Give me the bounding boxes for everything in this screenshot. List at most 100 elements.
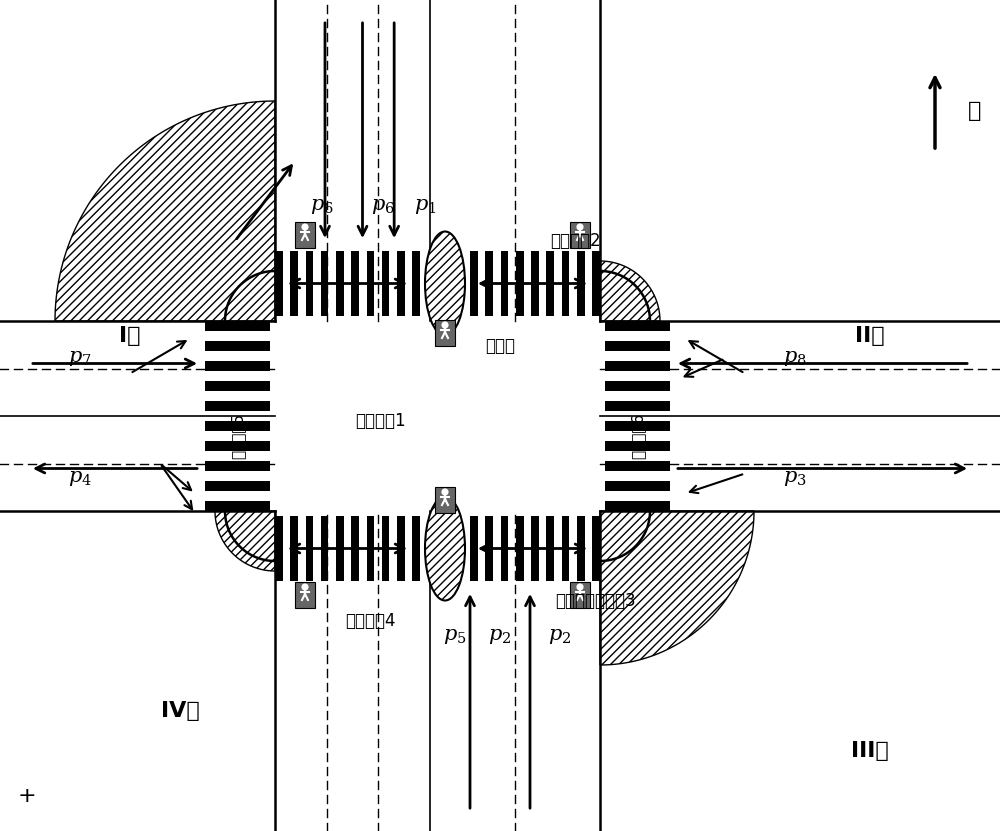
Polygon shape bbox=[55, 101, 275, 321]
Bar bbox=[485, 251, 493, 316]
Bar bbox=[397, 251, 405, 316]
Bar bbox=[501, 516, 508, 581]
Bar bbox=[336, 251, 344, 316]
Bar bbox=[435, 320, 455, 346]
Circle shape bbox=[301, 224, 309, 230]
Text: 安全岛人行横道3: 安全岛人行横道3 bbox=[555, 592, 635, 610]
Circle shape bbox=[576, 583, 584, 591]
Bar bbox=[205, 321, 270, 331]
Bar bbox=[306, 251, 313, 316]
Bar bbox=[605, 421, 670, 431]
Text: 北: 北 bbox=[968, 101, 982, 121]
Text: 安全岛: 安全岛 bbox=[485, 337, 515, 355]
Bar bbox=[205, 401, 270, 411]
Bar bbox=[546, 516, 554, 581]
Circle shape bbox=[301, 583, 309, 591]
Text: $p_6$: $p_6$ bbox=[310, 196, 334, 216]
Bar bbox=[205, 461, 270, 471]
Bar bbox=[605, 441, 670, 451]
Bar bbox=[531, 251, 539, 316]
Bar bbox=[577, 516, 585, 581]
Bar bbox=[470, 251, 478, 316]
Bar bbox=[351, 251, 359, 316]
Bar bbox=[295, 222, 315, 248]
Bar bbox=[275, 251, 283, 316]
Bar bbox=[290, 251, 298, 316]
Text: $p_8$: $p_8$ bbox=[783, 348, 807, 368]
Bar bbox=[205, 341, 270, 351]
Bar bbox=[516, 516, 524, 581]
Bar bbox=[205, 441, 270, 451]
Text: $p_7$: $p_7$ bbox=[68, 348, 92, 368]
Bar bbox=[435, 487, 455, 513]
Bar bbox=[605, 341, 670, 351]
Bar bbox=[397, 516, 405, 581]
Text: 人行横道1: 人行横道1 bbox=[355, 412, 405, 430]
Bar bbox=[562, 251, 569, 316]
Text: $p_2$: $p_2$ bbox=[548, 626, 572, 646]
Bar bbox=[516, 251, 524, 316]
Bar bbox=[295, 582, 315, 608]
Text: $p_4$: $p_4$ bbox=[68, 469, 92, 489]
Text: 人行横道2: 人行横道2 bbox=[550, 232, 600, 250]
Bar bbox=[205, 381, 270, 391]
Bar bbox=[321, 251, 328, 316]
Bar bbox=[605, 501, 670, 511]
Bar bbox=[546, 251, 554, 316]
Polygon shape bbox=[215, 511, 275, 571]
Bar bbox=[336, 516, 344, 581]
Bar bbox=[605, 361, 670, 371]
Text: III侧: III侧 bbox=[851, 741, 889, 761]
Bar bbox=[382, 516, 389, 581]
Bar bbox=[382, 251, 389, 316]
Bar bbox=[605, 461, 670, 471]
Text: $p_2$: $p_2$ bbox=[488, 626, 512, 646]
Bar bbox=[205, 501, 270, 511]
Bar bbox=[351, 516, 359, 581]
Bar bbox=[321, 516, 328, 581]
Bar bbox=[275, 516, 283, 581]
Text: I侧: I侧 bbox=[119, 326, 141, 346]
Text: $p_3$: $p_3$ bbox=[783, 469, 807, 489]
Bar bbox=[205, 421, 270, 431]
Bar bbox=[592, 516, 600, 581]
Text: II侧: II侧 bbox=[855, 326, 885, 346]
Text: IV侧: IV侧 bbox=[161, 701, 199, 721]
Text: $p_6$: $p_6$ bbox=[371, 196, 395, 216]
Bar bbox=[531, 516, 539, 581]
Bar bbox=[570, 582, 590, 608]
Bar bbox=[306, 516, 313, 581]
Bar bbox=[205, 481, 270, 491]
Bar bbox=[577, 251, 585, 316]
Bar bbox=[605, 381, 670, 391]
Text: 人行横道5: 人行横道5 bbox=[230, 413, 245, 459]
Bar bbox=[501, 251, 508, 316]
Bar bbox=[205, 361, 270, 371]
Bar bbox=[0, 321, 1000, 511]
Bar bbox=[290, 516, 298, 581]
Bar bbox=[470, 516, 478, 581]
Bar bbox=[367, 516, 374, 581]
Text: $p_5$: $p_5$ bbox=[443, 626, 467, 646]
Text: +: + bbox=[18, 786, 37, 806]
Polygon shape bbox=[600, 511, 754, 665]
Circle shape bbox=[441, 489, 449, 495]
Bar bbox=[592, 251, 600, 316]
Bar bbox=[412, 251, 420, 316]
Text: 人行横道6: 人行横道6 bbox=[630, 413, 645, 459]
Bar bbox=[570, 222, 590, 248]
Bar bbox=[412, 516, 420, 581]
Bar bbox=[367, 251, 374, 316]
Bar bbox=[562, 516, 569, 581]
Ellipse shape bbox=[425, 496, 465, 601]
Bar bbox=[605, 481, 670, 491]
Text: 人行横道4: 人行横道4 bbox=[345, 612, 395, 630]
Bar bbox=[275, 0, 600, 831]
Circle shape bbox=[576, 224, 584, 230]
Circle shape bbox=[441, 322, 449, 328]
Bar bbox=[605, 401, 670, 411]
Bar bbox=[485, 516, 493, 581]
Text: $p_1$: $p_1$ bbox=[414, 196, 436, 216]
Polygon shape bbox=[600, 261, 660, 321]
Bar bbox=[605, 321, 670, 331]
